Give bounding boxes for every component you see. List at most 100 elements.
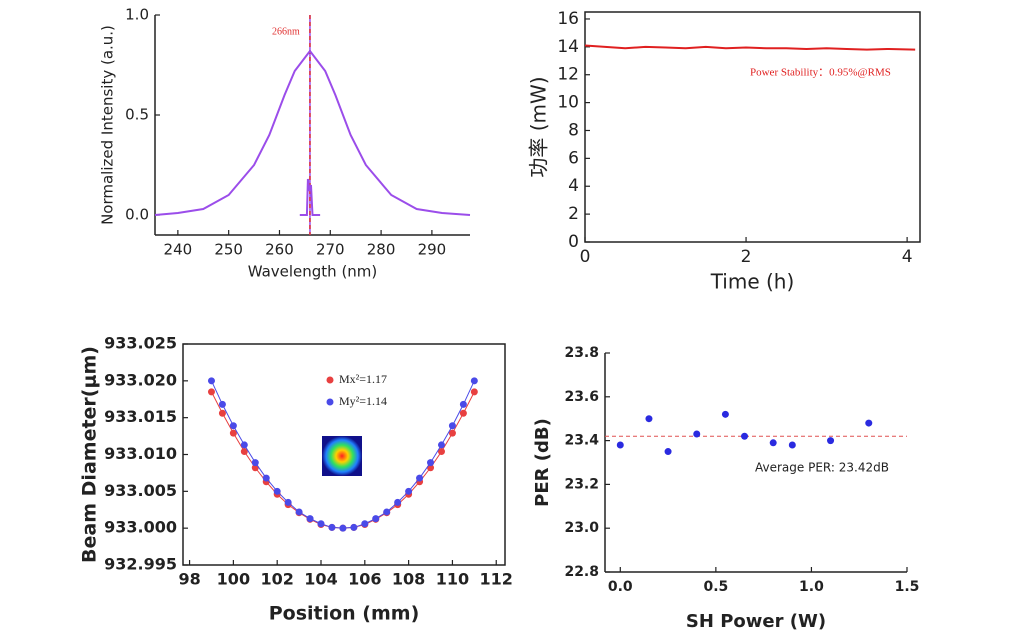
data-point [437, 441, 445, 449]
x-tick-label: 4 [902, 247, 913, 267]
legend-marker [326, 376, 334, 384]
y-tick-label: 10 [557, 93, 579, 113]
x-tick-label: 240 [164, 241, 193, 259]
y-tick-label: 933.015 [104, 407, 177, 426]
data-point [448, 422, 456, 430]
x-tick-label: 0.0 [608, 579, 633, 595]
data-point [616, 441, 624, 449]
x-tick-label: 1.0 [799, 579, 824, 595]
x-tick-label: 100 [217, 570, 250, 589]
annotation: 266nm [272, 26, 300, 37]
data-line [584, 44, 916, 51]
x-axis-label: Time (h) [710, 270, 795, 294]
y-tick-label: 1.0 [125, 6, 149, 24]
data-point [769, 439, 777, 447]
y-axis-label: PER (dB) [532, 418, 553, 507]
x-tick-label: 280 [367, 241, 396, 259]
y-tick-label: 0.0 [125, 206, 149, 224]
data-point [721, 410, 729, 418]
data-point [273, 487, 281, 495]
y-axis-label: 功率 (mW) [527, 76, 551, 177]
y-tick-label: 933.000 [104, 518, 177, 537]
data-point [295, 508, 303, 516]
x-tick-label: 98 [178, 570, 200, 589]
y-tick-label: 23.2 [564, 476, 599, 492]
data-point [306, 515, 314, 523]
y-tick-label: 14 [557, 37, 579, 57]
legend-marker [326, 398, 334, 406]
data-point [427, 459, 435, 467]
data-point [827, 437, 835, 445]
data-point [207, 388, 215, 396]
data-point [470, 388, 478, 396]
data-point [693, 430, 701, 438]
data-point [383, 508, 391, 516]
y-tick-label: 0.5 [125, 106, 149, 124]
y-tick-label: 933.025 [104, 334, 177, 353]
plot-frame [584, 11, 921, 243]
x-tick-label: 106 [348, 570, 381, 589]
x-tick-label: 1.5 [895, 579, 920, 595]
data-point [394, 498, 402, 506]
data-point [788, 441, 796, 449]
data-point [218, 409, 226, 417]
data-point [207, 377, 215, 385]
data-point [459, 409, 467, 417]
x-tick-label: 112 [480, 570, 513, 589]
beam-profile-inset [322, 436, 362, 476]
y-tick-label: 0 [568, 232, 579, 252]
x-tick-label: 0 [580, 247, 591, 267]
x-tick-label: 2 [741, 247, 752, 267]
y-tick-label: 933.005 [104, 481, 177, 500]
x-tick-label: 104 [304, 570, 337, 589]
x-axis-label: Position (mm) [269, 603, 420, 625]
data-point [240, 448, 248, 456]
data-point [437, 448, 445, 456]
y-axis-label: Normalized Intensity (a.u.) [99, 25, 117, 225]
data-point [427, 464, 435, 472]
x-tick-label: 0.5 [703, 579, 728, 595]
y-tick-label: 23.6 [564, 389, 599, 405]
data-point [361, 520, 369, 528]
data-point [448, 429, 456, 437]
y-tick-label: 12 [557, 65, 579, 85]
data-point [251, 459, 259, 467]
data-point [741, 432, 749, 440]
y-tick-label: 933.020 [104, 370, 177, 389]
y-tick-label: 23.4 [564, 433, 599, 449]
data-line [154, 49, 471, 216]
data-point [262, 474, 270, 482]
legend-label: Mx²=1.17 [339, 372, 387, 386]
legend-label: My²=1.14 [339, 394, 387, 408]
annotation: Average PER: 23.42dB [755, 461, 889, 475]
data-point [240, 441, 248, 449]
data-point [470, 377, 478, 385]
y-tick-label: 2 [568, 204, 579, 224]
data-point [459, 400, 467, 408]
x-axis-label: SH Power (W) [686, 611, 826, 632]
y-tick-label: 8 [568, 120, 579, 140]
y-tick-label: 4 [568, 176, 579, 196]
y-tick-label: 16 [557, 9, 579, 29]
x-tick-label: 110 [436, 570, 469, 589]
data-point [372, 515, 380, 523]
y-tick-label: 933.010 [104, 444, 177, 463]
y-axis-label: Beam Diameter(μm) [79, 346, 101, 563]
data-point [229, 429, 237, 437]
data-point [218, 400, 226, 408]
x-axis-label: Wavelength (nm) [248, 263, 378, 281]
x-tick-label: 102 [260, 570, 293, 589]
data-point [328, 523, 336, 531]
data-point [664, 448, 672, 456]
data-point [865, 419, 873, 427]
data-point [317, 520, 325, 528]
x-tick-label: 260 [265, 241, 294, 259]
data-point [416, 474, 424, 482]
data-point [229, 422, 237, 430]
y-tick-label: 932.995 [104, 555, 177, 574]
data-point [405, 487, 413, 495]
data-point [339, 524, 347, 532]
y-tick-label: 23.0 [564, 520, 599, 536]
x-tick-label: 108 [392, 570, 425, 589]
